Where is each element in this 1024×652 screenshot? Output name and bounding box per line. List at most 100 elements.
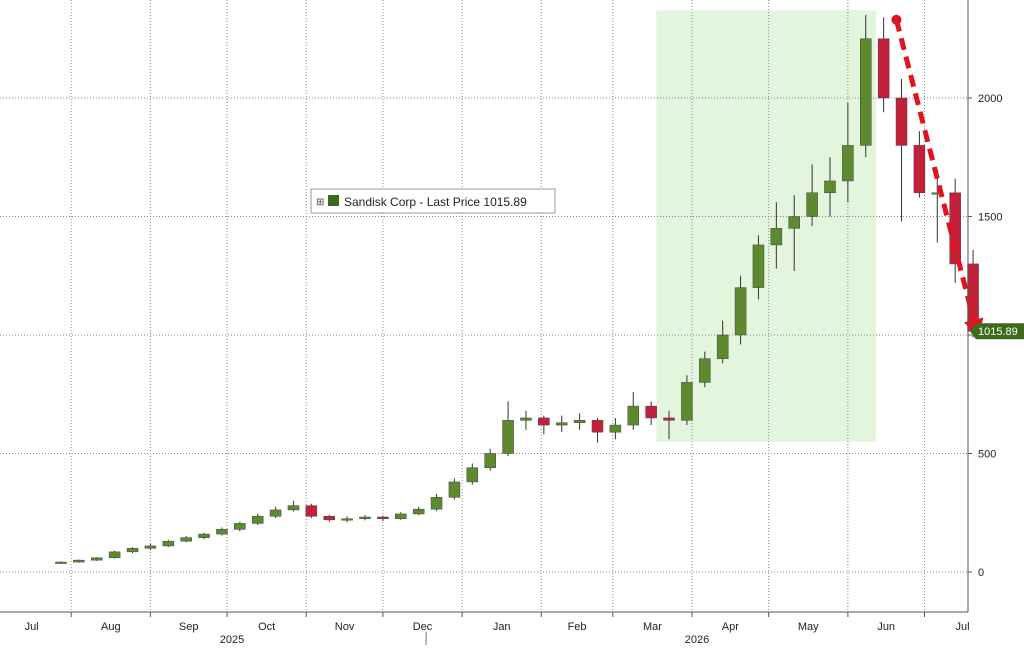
candle-body bbox=[716, 334, 729, 359]
candle-body bbox=[180, 537, 192, 542]
candle bbox=[484, 448, 496, 471]
highlight-region-layer bbox=[656, 10, 876, 442]
candle-body bbox=[55, 561, 67, 564]
year-label: 2025 bbox=[220, 634, 244, 646]
highlight-region bbox=[656, 10, 876, 442]
candle-body bbox=[73, 559, 85, 563]
candle-body bbox=[842, 145, 854, 182]
candle-body bbox=[555, 422, 568, 426]
candle bbox=[663, 410, 675, 440]
candle bbox=[448, 478, 461, 500]
candle-body bbox=[538, 417, 550, 426]
candle bbox=[842, 102, 854, 203]
candle-body bbox=[448, 481, 461, 498]
candle bbox=[877, 17, 890, 113]
x-tick-label: Jul bbox=[25, 621, 39, 633]
candle-body bbox=[645, 405, 657, 419]
x-tick-label: Jun bbox=[877, 621, 895, 633]
candle bbox=[234, 521, 246, 532]
candle-body bbox=[162, 540, 175, 547]
grid-layer bbox=[0, 0, 968, 612]
candle bbox=[287, 500, 300, 512]
candle-body bbox=[251, 516, 264, 524]
candle bbox=[108, 550, 121, 559]
candle bbox=[555, 415, 568, 433]
candle-body bbox=[502, 420, 514, 454]
candle-body bbox=[609, 424, 622, 433]
candle-body bbox=[877, 38, 890, 99]
candle bbox=[716, 320, 729, 364]
candle bbox=[180, 535, 192, 543]
candle bbox=[144, 544, 157, 550]
candle-body bbox=[770, 228, 783, 246]
candle bbox=[699, 351, 711, 388]
candle bbox=[359, 515, 371, 521]
legend: ⊞ Sandisk Corp - Last Price 1015.89 bbox=[310, 188, 556, 214]
candle-body bbox=[108, 551, 121, 559]
x-tick-label: Feb bbox=[568, 621, 587, 633]
x-tick-label: Jan bbox=[493, 621, 511, 633]
candle bbox=[734, 275, 747, 345]
candle-body bbox=[824, 180, 836, 194]
legend-label: Sandisk Corp - Last Price 1015.89 bbox=[344, 195, 527, 209]
candle bbox=[269, 506, 282, 518]
candle bbox=[538, 415, 550, 435]
candle bbox=[377, 515, 389, 522]
x-tick-label: Apr bbox=[722, 621, 739, 633]
candle bbox=[73, 559, 85, 563]
candle bbox=[627, 391, 640, 430]
candle-body bbox=[520, 417, 532, 421]
candle-body bbox=[806, 192, 818, 217]
x-tick-label: Nov bbox=[335, 621, 355, 633]
legend-box bbox=[310, 188, 556, 214]
candle-body bbox=[484, 453, 496, 468]
candle-body bbox=[269, 509, 282, 517]
candle bbox=[824, 157, 836, 217]
candle bbox=[466, 463, 479, 485]
legend-swatch bbox=[328, 195, 339, 206]
candle-body bbox=[198, 533, 210, 538]
candle-body bbox=[699, 358, 711, 383]
x-tick-label: Aug bbox=[101, 621, 121, 633]
candle-body bbox=[395, 513, 407, 519]
candle-body bbox=[287, 505, 300, 511]
candle bbox=[591, 417, 604, 443]
candle-body bbox=[341, 518, 353, 521]
last-price-badge-shape bbox=[970, 323, 1024, 340]
candle bbox=[162, 539, 175, 548]
candle bbox=[645, 401, 657, 426]
y-tick-label: 500 bbox=[978, 449, 996, 461]
candle-body bbox=[573, 420, 586, 423]
candle bbox=[126, 547, 139, 554]
candle bbox=[752, 235, 765, 300]
candle bbox=[323, 514, 335, 522]
candle-body bbox=[788, 216, 800, 229]
candle bbox=[502, 401, 514, 456]
candle bbox=[931, 169, 944, 243]
candle bbox=[681, 375, 693, 426]
candle bbox=[806, 164, 818, 226]
candle-body bbox=[323, 516, 335, 521]
candle bbox=[788, 195, 800, 272]
last-price-badge: 1015.89 bbox=[970, 323, 1024, 340]
candle bbox=[573, 413, 586, 430]
candle-body bbox=[913, 145, 926, 194]
candle bbox=[251, 513, 264, 526]
candle-body bbox=[359, 516, 371, 519]
candle bbox=[913, 131, 926, 198]
year-label: 2026 bbox=[685, 634, 709, 646]
y-tick-label: 0 bbox=[978, 567, 984, 579]
legend-expand-icon[interactable]: ⊞ bbox=[316, 197, 324, 208]
candle bbox=[520, 410, 532, 430]
last-price-label: 1015.89 bbox=[978, 326, 1018, 338]
candle-body bbox=[591, 420, 604, 433]
candle-body bbox=[752, 244, 765, 288]
candle bbox=[895, 79, 908, 222]
x-tick-label: Sep bbox=[179, 621, 199, 633]
candle-body bbox=[466, 467, 479, 483]
candle bbox=[860, 15, 872, 158]
candle bbox=[55, 561, 67, 564]
x-tick-label: Jul bbox=[955, 621, 969, 633]
